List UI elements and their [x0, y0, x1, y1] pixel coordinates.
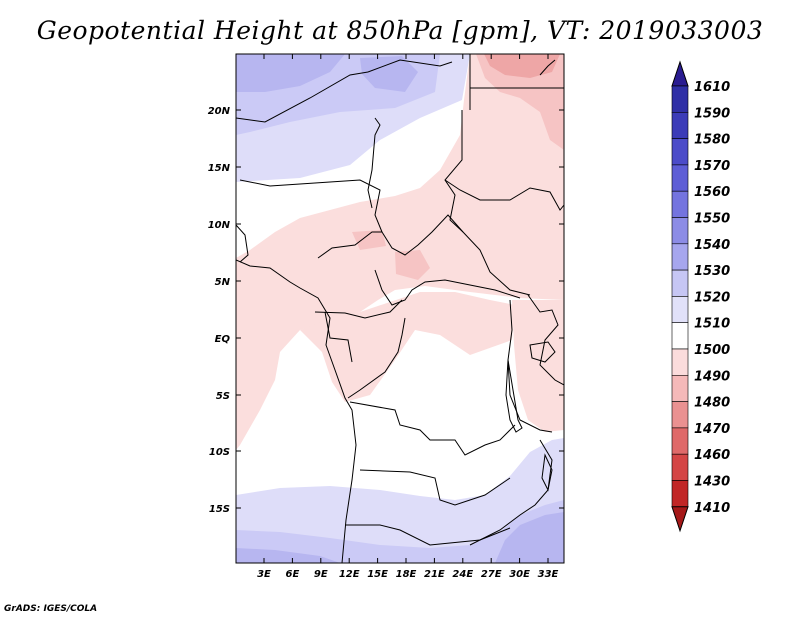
- lat-tick-label: EQ: [215, 334, 231, 345]
- colorbar-swatch: [671, 296, 689, 323]
- longitude-axis: 3E 6E 9E 12E 15E 18E 21E 24E 27E 30E 33E: [257, 54, 559, 580]
- lat-tick-label: 10S: [209, 447, 230, 458]
- colorbar-swatch: [671, 164, 689, 192]
- grads-credit: GrADS: IGES/COLA: [4, 604, 98, 614]
- field-zone-1490-ne: [476, 54, 564, 150]
- lon-tick-label: 30E: [509, 569, 530, 580]
- colorbar-label: 1530: [694, 264, 730, 279]
- lat-tick-label: 5N: [215, 277, 231, 288]
- colorbar-label: 1610: [694, 80, 730, 95]
- colorbar-swatch: [671, 427, 689, 455]
- lon-tick-label: 9E: [314, 569, 328, 580]
- lon-tick-label: 24E: [452, 569, 473, 580]
- colorbar-swatch: [671, 190, 689, 218]
- border-border-east-africa: [527, 294, 564, 386]
- field-zone-1540-north: [236, 54, 345, 92]
- border-border-mali-niger: [236, 71, 369, 123]
- lat-tick-label: 15N: [208, 163, 231, 174]
- latitude-axis: 20N 15N 10N 5N EQ 5S 10S 15S: [208, 106, 564, 515]
- colorbar-swatch: [671, 348, 689, 376]
- border-lake-malawi: [541, 453, 553, 492]
- border-border-niger-nigeria: [239, 179, 383, 233]
- border-border-nigeria-cameroon: [317, 214, 531, 296]
- colorbar-label: 1460: [694, 448, 730, 463]
- colorbar-swatch: [671, 243, 689, 271]
- colorbar-label: 1430: [694, 475, 730, 490]
- lon-tick-label: 33E: [538, 569, 559, 580]
- border-border-chad-sudan-w: [444, 110, 464, 233]
- colorbar-swatch: [671, 480, 689, 508]
- chart-title: Geopotential Height at 850hPa [gpm], VT:…: [36, 16, 764, 45]
- colorbar-label: 1550: [694, 212, 730, 227]
- lon-tick-label: 21E: [424, 569, 445, 580]
- lat-tick-label: 15S: [209, 504, 230, 515]
- border-border-cameroon-congo: [314, 299, 403, 319]
- border-border-angola-zambia: [359, 469, 511, 506]
- border-border-east-lakes: [507, 299, 553, 433]
- border-coast-west-africa: [236, 259, 357, 563]
- colorbar-label: 1520: [694, 290, 730, 305]
- colorbar-swatch: [671, 269, 689, 297]
- lon-tick-label: 12E: [339, 569, 360, 580]
- field-zone-1490-spot-2: [352, 230, 386, 250]
- border-border-sudan-ss: [444, 179, 564, 211]
- border-border-drc-angola: [349, 401, 516, 456]
- colorbar-swatch: [671, 401, 689, 429]
- colorbar-swatch: [671, 217, 689, 245]
- border-border-car-drc: [374, 269, 521, 306]
- field-zone-1490-spot-1: [395, 250, 430, 280]
- field-zone-1540-south: [236, 548, 340, 563]
- border-red-sea: [539, 59, 556, 76]
- border-lake-tanganyika: [505, 359, 523, 433]
- lon-tick-label: 18E: [396, 569, 417, 580]
- field-zone-1540-se: [495, 512, 564, 563]
- colorbar-swatch: [671, 85, 689, 113]
- border-border-gabon: [324, 311, 353, 363]
- lon-tick-label: 3E: [257, 569, 271, 580]
- field-zone-1480-ne: [484, 54, 560, 78]
- border-lake-victoria: [529, 341, 556, 363]
- colorbar-label: 1410: [694, 501, 730, 516]
- colorbar-label: 1510: [694, 317, 730, 332]
- colorbar-swatch: [671, 112, 689, 139]
- colorbar-label: 1540: [694, 238, 730, 253]
- lat-tick-label: 10N: [208, 220, 231, 231]
- colorbar-label: 1580: [694, 133, 730, 148]
- border-border-niger-chad: [367, 117, 381, 209]
- lat-tick-label: 5S: [216, 391, 230, 402]
- colorbar-label: 1570: [694, 159, 730, 174]
- lat-tick-label: 20N: [208, 106, 231, 117]
- field-zone-1530-south: [236, 500, 564, 563]
- lon-tick-label: 6E: [286, 569, 300, 580]
- border-gulf-guinea-coast-2: [236, 224, 249, 263]
- colorbar-label: 1490: [694, 369, 730, 384]
- map-frame: [235, 53, 565, 564]
- colorbar-label: 1560: [694, 185, 730, 200]
- colorbar: 1610 1590 1580 1570 1560 1550 1540 1530 1520 1510…: [671, 60, 730, 533]
- colorbar-bottom-arrow: [671, 506, 689, 533]
- country-borders: [236, 54, 564, 563]
- colorbar-label: 1480: [694, 396, 730, 411]
- lon-tick-label: 15E: [367, 569, 388, 580]
- colorbar-label: 1470: [694, 422, 730, 437]
- colorbar-swatch: [671, 322, 689, 350]
- colorbar-label: 1500: [694, 343, 730, 358]
- colorbar-top-arrow: [671, 60, 689, 87]
- field-zone-1520-south: [236, 438, 564, 563]
- colorbar-swatch: [671, 374, 689, 402]
- colorbar-label: 1590: [694, 106, 730, 121]
- border-border-niger-libya: [367, 59, 453, 73]
- border-border-congo-drc: [347, 317, 406, 399]
- field-zone-1500-central: [300, 292, 515, 402]
- lon-tick-label: 27E: [481, 569, 502, 580]
- colorbar-swatch: [671, 138, 689, 166]
- colorbar-swatch: [671, 453, 689, 481]
- border-border-mozambique: [469, 439, 553, 546]
- map-field: [236, 54, 564, 563]
- field-zone-1540-north-2: [360, 56, 418, 92]
